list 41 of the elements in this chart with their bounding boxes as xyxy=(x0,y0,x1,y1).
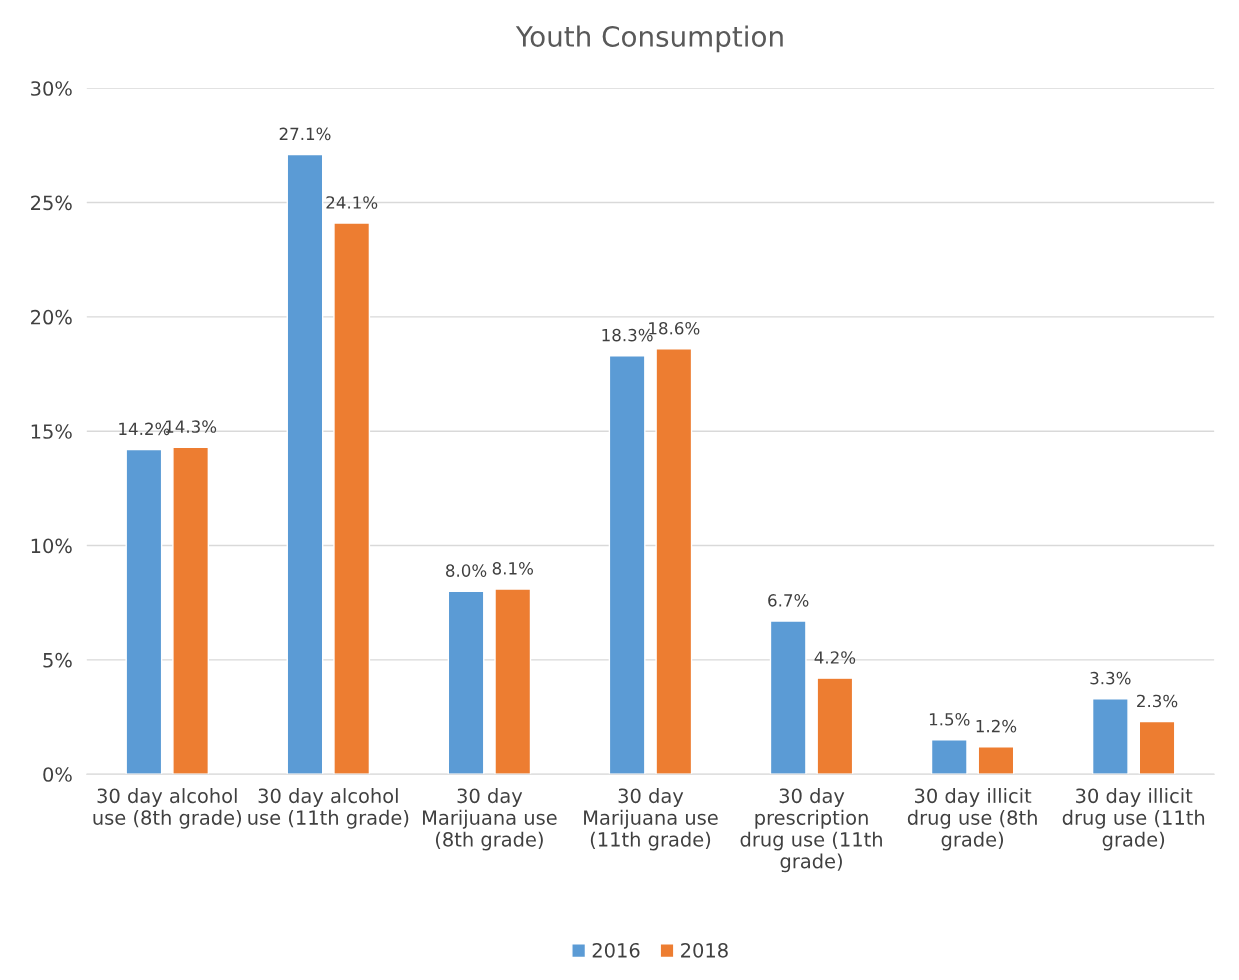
legend-label: 2016 xyxy=(592,942,640,958)
y-tick-label: 15% xyxy=(31,424,72,439)
x-tick-label: 30 day alcohol use (8th grade) xyxy=(93,788,242,829)
y-tick-label: 0% xyxy=(43,767,72,782)
bar xyxy=(930,739,968,775)
data-label: 4.2% xyxy=(814,651,856,664)
bar xyxy=(1138,720,1176,775)
x-tick-label: 30 day illicit drug use (8th grade) xyxy=(907,788,1037,851)
data-label: 6.7% xyxy=(768,594,809,607)
x-tick-label: 30 day Marijuana use (11th grade) xyxy=(584,788,718,851)
y-tick-label: 30% xyxy=(31,81,72,96)
data-label: 1.5% xyxy=(929,712,970,726)
data-label: 24.1% xyxy=(326,196,378,209)
data-label: 8.1% xyxy=(492,562,534,575)
bar xyxy=(125,448,163,775)
bar xyxy=(172,446,210,775)
data-label: 1.2% xyxy=(976,719,1017,733)
x-tick-label: 30 day alcohol use (11th grade) xyxy=(248,788,409,829)
y-tick-label: 20% xyxy=(31,309,72,325)
bar xyxy=(1091,698,1129,775)
data-label: 2.3% xyxy=(1137,694,1178,708)
bar xyxy=(494,588,532,775)
legend-label: 2018 xyxy=(681,942,728,958)
y-tick-label: 10% xyxy=(31,538,72,554)
bar xyxy=(333,222,371,775)
data-label: 8.0% xyxy=(446,564,487,577)
y-tick-label: 5% xyxy=(43,652,72,668)
bar xyxy=(816,677,854,775)
bar xyxy=(608,355,646,775)
x-tick-label: 30 day prescription drug use (11th grade) xyxy=(740,788,882,873)
data-label: 27.1% xyxy=(279,127,331,141)
chart-title: Youth Consumption xyxy=(515,25,783,53)
bar xyxy=(286,153,324,775)
bar xyxy=(447,590,485,775)
x-tick-label: 30 day illicit drug use (11th grade) xyxy=(1062,788,1205,851)
bar xyxy=(977,746,1015,775)
data-label: 3.3% xyxy=(1090,671,1131,685)
y-tick-label: 25% xyxy=(31,195,72,211)
bar xyxy=(655,348,693,775)
x-tick-label: 30 day Marijuana use (8th grade) xyxy=(423,788,557,851)
bar xyxy=(769,620,807,775)
